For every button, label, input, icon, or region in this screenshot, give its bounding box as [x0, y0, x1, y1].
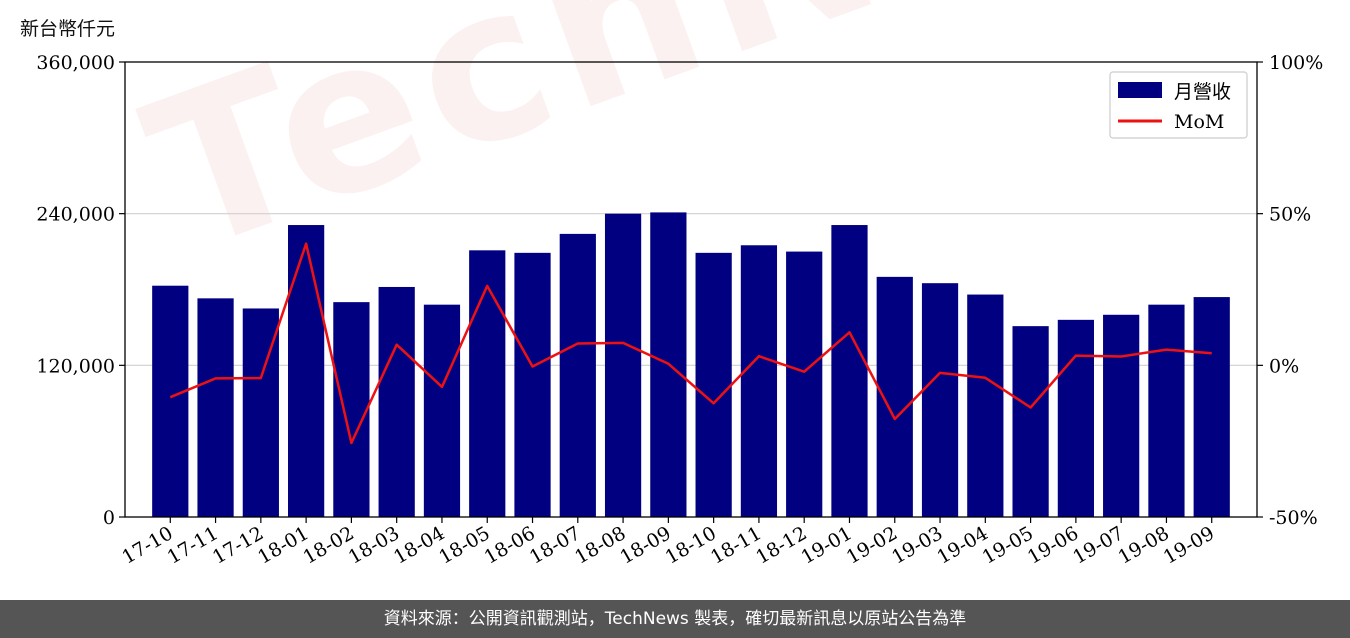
- x-tick-label: 18-10: [662, 522, 720, 568]
- x-tick-label: 19-01: [798, 522, 856, 568]
- mom-line: [169, 242, 1212, 445]
- revenue-bar: [831, 225, 868, 517]
- y-left-tick-label: 120,000: [36, 355, 115, 377]
- revenue-bar: [423, 304, 461, 517]
- legend-label-mom: MoM: [1174, 111, 1224, 133]
- x-tick-label: 17-11: [164, 522, 222, 568]
- x-tick-label: 18-01: [254, 522, 312, 568]
- source-footer: 資料來源：公開資訊觀測站，TechNews 製表，確切最新訊息以原站公告為準: [0, 600, 1350, 638]
- revenue-bar: [604, 213, 642, 517]
- y-left-tick-label: 240,000: [36, 204, 115, 226]
- revenue-bar: [514, 252, 551, 517]
- x-tick-label: 18-08: [571, 522, 629, 568]
- monthly-revenue-chart: 0 120,000 240,000 360,000 -50% 0% 50% 100% 17-10…: [36, 52, 1323, 569]
- revenue-bar: [740, 245, 778, 517]
- bar-layer: [152, 212, 1230, 518]
- revenue-bar: [786, 251, 823, 518]
- revenue-bar: [1103, 314, 1140, 517]
- revenue-bar: [1012, 326, 1049, 517]
- x-tick-label: 19-07: [1069, 522, 1127, 568]
- revenue-bar: [921, 283, 959, 517]
- y-right-tick-label: 100%: [1269, 52, 1323, 74]
- x-tick-label: 18-07: [526, 522, 584, 568]
- x-tick-label: 18-05: [435, 522, 493, 568]
- x-tick-label: 17-12: [209, 522, 267, 568]
- revenue-bar: [1148, 304, 1185, 517]
- revenue-bar: [695, 252, 732, 517]
- x-tick-label: 19-09: [1160, 522, 1218, 568]
- revenue-bar: [967, 294, 1004, 517]
- legend-swatch-revenue: [1118, 82, 1162, 98]
- revenue-bar: [197, 298, 234, 517]
- y-right-tick-label: 50%: [1269, 204, 1311, 226]
- y-right-tick-label: -50%: [1269, 507, 1318, 529]
- x-tick-label: 18-02: [299, 522, 357, 568]
- revenue-bar: [1057, 319, 1094, 517]
- x-tick-label: 19-02: [843, 522, 901, 568]
- y-axis-unit-label: 新台幣仟元: [20, 18, 116, 40]
- x-tick-label: 19-08: [1114, 522, 1172, 568]
- revenue-bar: [333, 302, 370, 517]
- legend-label-revenue: 月營收: [1174, 81, 1231, 103]
- legend: 月營收 MoM: [1109, 71, 1248, 139]
- x-tick-label: 18-12: [752, 522, 810, 568]
- revenue-bar: [378, 286, 415, 517]
- line-layer: [169, 242, 1212, 445]
- x-tick-label: 18-04: [390, 522, 448, 568]
- x-tick-label: 18-03: [345, 522, 403, 568]
- x-tick-label: 17-10: [118, 522, 176, 568]
- x-tick-label: 19-06: [1024, 522, 1082, 568]
- x-tick-label: 19-05: [979, 522, 1037, 568]
- revenue-bar: [559, 233, 596, 517]
- revenue-bar: [288, 225, 325, 517]
- y-right-tick-label: 0%: [1269, 355, 1299, 377]
- x-tick-label: 19-03: [888, 522, 946, 568]
- x-tick-label: 18-09: [616, 522, 674, 568]
- x-tick-label: 19-04: [933, 522, 991, 568]
- revenue-bar: [469, 250, 506, 517]
- revenue-bar: [1193, 297, 1230, 517]
- x-tick-label: 18-11: [707, 522, 765, 568]
- x-tick-label: 18-06: [481, 522, 539, 568]
- plot-frame: [124, 61, 1258, 518]
- y-left-tick-label: 0: [103, 507, 115, 529]
- revenue-bar: [152, 285, 189, 517]
- y-left-tick-label: 360,000: [36, 52, 115, 74]
